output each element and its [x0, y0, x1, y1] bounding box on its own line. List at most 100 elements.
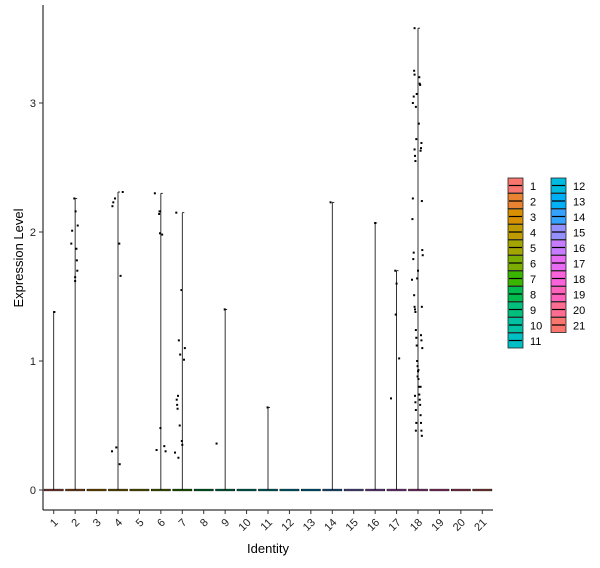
data-point-17 [395, 282, 398, 285]
data-point-2 [74, 280, 77, 283]
x-tick-label: 1 [48, 517, 61, 530]
data-point-2 [75, 247, 78, 250]
legend-label-20: 20 [573, 305, 585, 317]
data-point-18 [417, 122, 420, 125]
legend-label-16: 16 [573, 243, 585, 255]
data-point-9 [223, 308, 226, 311]
data-point-6 [159, 232, 161, 235]
x-tick-label: 3 [91, 517, 104, 530]
x-tick-label: 21 [472, 517, 489, 534]
legend-label-19: 19 [573, 290, 585, 302]
x-tick-label: 8 [198, 517, 211, 530]
data-point-4 [111, 205, 114, 208]
x-tick-label: 10 [237, 517, 254, 534]
data-point-18 [420, 429, 423, 432]
y-tick-label: 0 [30, 485, 36, 497]
legend-label-5: 5 [530, 243, 536, 255]
data-point-11 [266, 406, 269, 409]
data-point-4 [118, 463, 121, 466]
data-point-17 [394, 269, 397, 272]
legend-label-4: 4 [530, 228, 536, 240]
data-point-7 [183, 347, 186, 350]
x-tick-label: 17 [387, 517, 404, 534]
legend-label-21: 21 [573, 321, 585, 333]
data-point-18 [415, 138, 418, 141]
data-point-2 [70, 242, 73, 245]
x-tick-label: 2 [69, 517, 82, 530]
data-point-18 [419, 385, 422, 388]
data-point-18 [411, 218, 414, 221]
x-tick-label: 12 [279, 517, 296, 534]
data-point-18 [412, 251, 415, 254]
data-point-18 [420, 334, 422, 337]
data-point-18 [414, 394, 416, 397]
data-point-18 [421, 347, 424, 350]
data-point-18 [414, 160, 417, 163]
data-point-1 [53, 310, 56, 313]
data-point-18 [417, 369, 420, 372]
data-point-7 [180, 439, 183, 442]
y-tick-label: 1 [30, 356, 36, 368]
data-point-18 [416, 375, 419, 378]
legend-label-2: 2 [530, 197, 536, 209]
data-point-6 [163, 445, 166, 448]
data-point-7 [177, 456, 180, 459]
x-tick-label: 4 [112, 517, 125, 530]
data-point-18 [411, 102, 414, 104]
legend-label-17: 17 [573, 259, 585, 271]
x-tick-label: 6 [155, 517, 168, 530]
data-point-18 [419, 403, 422, 406]
legend-label-6: 6 [530, 259, 536, 271]
data-point-4 [112, 201, 115, 204]
x-tick-label: 16 [365, 517, 382, 534]
legend-label-3: 3 [530, 212, 536, 224]
x-tick-label: 19 [429, 517, 446, 534]
x-tick-label: 15 [344, 517, 361, 534]
legend-label-7: 7 [530, 274, 536, 286]
data-point-18 [417, 370, 419, 373]
data-point-4 [114, 197, 116, 200]
data-point-18 [415, 421, 418, 424]
data-point-6 [155, 449, 158, 452]
data-point-18 [414, 105, 417, 108]
data-point-4 [118, 242, 121, 245]
legend-label-8: 8 [530, 290, 536, 302]
y-axis-title: Expression Level [11, 208, 26, 307]
legend-label-13: 13 [573, 197, 585, 209]
data-point-2 [74, 276, 77, 279]
x-tick-label: 5 [134, 517, 147, 530]
data-point-18 [421, 254, 424, 257]
data-point-14 [329, 201, 332, 204]
data-point-2 [75, 259, 78, 262]
data-point-18 [417, 269, 419, 272]
data-point-7 [177, 394, 179, 397]
data-point-18 [417, 385, 420, 388]
y-axis: 0 1 2 3 [30, 5, 44, 510]
x-tick-label: 13 [301, 517, 318, 534]
data-point-18 [414, 308, 416, 311]
data-point-18 [411, 197, 414, 200]
legend-label-1: 1 [530, 181, 536, 193]
x-tick-label: 11 [259, 517, 276, 534]
data-point-7 [181, 443, 184, 446]
data-point-18 [416, 360, 419, 362]
data-point-18 [412, 258, 415, 261]
data-point-2 [76, 269, 79, 272]
data-point-18 [418, 393, 421, 396]
data-point-17 [390, 397, 392, 400]
data-point-18 [420, 141, 423, 144]
data-point-18 [420, 200, 423, 203]
legend-label-15: 15 [573, 228, 585, 240]
data-point-4 [121, 191, 124, 194]
data-point-7 [177, 339, 180, 342]
data-point-18 [412, 95, 415, 98]
data-point-6 [161, 233, 164, 236]
data-point-7 [176, 407, 179, 410]
data-point-2 [74, 210, 77, 213]
data-point-18 [413, 73, 416, 76]
data-point-6 [159, 427, 162, 430]
legend-label-9: 9 [530, 305, 536, 317]
data-point-18 [417, 378, 420, 381]
